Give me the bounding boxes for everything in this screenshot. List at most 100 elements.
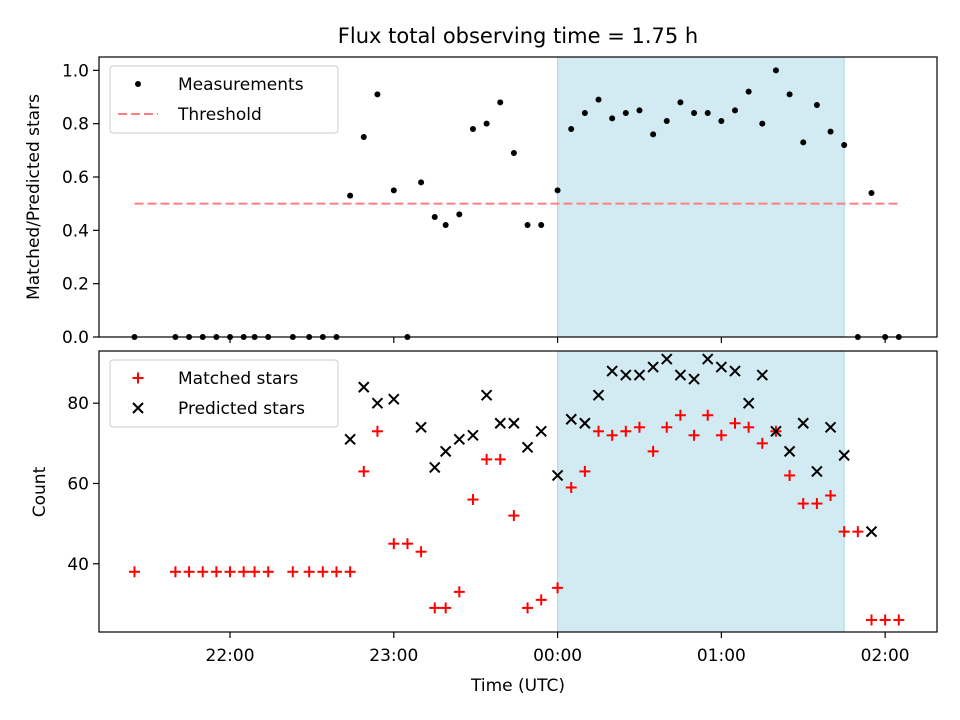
measurements-point	[691, 110, 698, 116]
matched-stars-point	[825, 490, 837, 502]
matched-stars-point	[865, 614, 877, 626]
predicted-stars-point	[551, 469, 564, 482]
predicted-stars-point	[620, 369, 632, 381]
matched-stars-point	[838, 526, 850, 538]
x-tick-label: 22:00	[206, 646, 255, 666]
x-tick-label: 00:00	[533, 646, 582, 666]
predicted-stars-point	[633, 369, 646, 381]
matched-stars-point	[210, 566, 222, 578]
predicted-stars-point	[702, 353, 714, 365]
legend-label: Predicted stars	[178, 399, 305, 419]
matched-stars-point	[784, 469, 796, 481]
measurements-point	[442, 222, 449, 228]
matched-stars-point	[440, 602, 452, 614]
matched-stars-point	[494, 453, 506, 465]
measurements-point	[759, 120, 766, 127]
x-marker-b	[358, 381, 370, 393]
x-marker-b	[661, 353, 673, 365]
x-tick-label: 01:00	[697, 646, 746, 666]
predicted-stars-point	[415, 421, 427, 433]
legend-marker-dot	[135, 81, 141, 87]
matched-stars-point	[893, 614, 905, 626]
matched-stars-point	[183, 566, 195, 578]
predicted-stars-point	[606, 365, 618, 377]
predicted-stars-point	[770, 425, 782, 437]
legend-box	[109, 359, 339, 428]
measurements-point	[841, 142, 848, 148]
legend: Matched stars Predicted stars	[109, 359, 339, 428]
x-tick-label: 23:00	[369, 646, 418, 666]
axes-frame	[98, 56, 938, 338]
shaded-interval	[557, 350, 845, 633]
legend-label: Threshold	[177, 105, 262, 125]
x-tick-label: 02:00	[861, 646, 910, 666]
predicted-stars-point	[521, 441, 534, 454]
x-marker-b	[620, 369, 632, 381]
predicted-stars-point	[439, 445, 452, 458]
measurements-point	[772, 67, 779, 74]
x-marker-b	[480, 389, 493, 401]
measurements-point	[554, 187, 561, 194]
measurements-point	[360, 134, 367, 140]
measurements-point	[510, 150, 517, 156]
matched-stars-point	[128, 566, 140, 578]
x-marker-b	[579, 417, 591, 429]
matched-stars-point	[579, 465, 591, 477]
matched-stars-point	[415, 546, 427, 558]
predicted-stars-point	[592, 389, 605, 401]
predicted-stars-point	[508, 417, 520, 429]
x-marker-b	[565, 413, 577, 425]
matched-stars-point	[593, 425, 605, 437]
measurements-point	[622, 110, 629, 116]
matched-stars-point	[429, 602, 441, 614]
x-marker-b	[521, 441, 534, 454]
matched-stars-point	[317, 566, 329, 578]
x-marker-b	[453, 433, 466, 446]
measurements-point	[745, 88, 752, 95]
x-marker-b	[467, 429, 479, 442]
matched-stars-point	[535, 594, 547, 606]
matched-stars-point	[674, 409, 686, 421]
top-y-axis-label: Matched/Predicted stars	[24, 94, 44, 300]
chart-title: Flux total observing time = 1.75 h	[338, 24, 698, 48]
measurements-point	[568, 126, 575, 132]
matched-stars-point	[401, 538, 413, 550]
x-marker-b	[715, 361, 728, 373]
x-marker-b	[865, 525, 878, 538]
predicted-stars-point	[579, 417, 591, 429]
x-marker-b	[797, 417, 809, 429]
predicted-stars-point	[453, 433, 466, 446]
matched-stars-point	[715, 429, 727, 441]
predicted-stars-point	[742, 397, 755, 409]
x-marker-b	[371, 397, 384, 409]
measurements-point	[431, 214, 438, 220]
x-marker-b	[535, 425, 547, 437]
x-marker-b	[742, 397, 755, 409]
predicted-stars-point	[797, 417, 809, 429]
predicted-stars-point	[674, 369, 687, 381]
predicted-stars-point	[688, 373, 700, 385]
matched-stars-point	[481, 453, 493, 465]
x-marker-b	[344, 433, 356, 446]
matched-stars-point	[262, 566, 274, 578]
measurements-point	[418, 179, 425, 186]
measurements-point	[868, 190, 875, 196]
predicted-stars-point	[824, 421, 837, 433]
measurements-point	[813, 102, 820, 108]
y-tick-label: 0.4	[62, 221, 89, 241]
matched-stars-point	[647, 445, 659, 457]
measurements-point	[497, 99, 504, 106]
x-marker-b	[647, 361, 659, 373]
measurements-point	[650, 131, 657, 138]
y-tick-label: 60	[67, 474, 89, 494]
matched-stars-point	[633, 421, 645, 433]
legend-marker-x-b	[132, 402, 144, 414]
measurements-point	[524, 222, 531, 228]
y-tick-label: 40	[67, 555, 89, 575]
matched-stars-point	[522, 602, 534, 614]
predicted-stars-point	[783, 445, 796, 458]
measurements-point	[704, 110, 711, 116]
x-marker-b	[702, 353, 714, 365]
predicted-stars-point	[388, 393, 400, 405]
